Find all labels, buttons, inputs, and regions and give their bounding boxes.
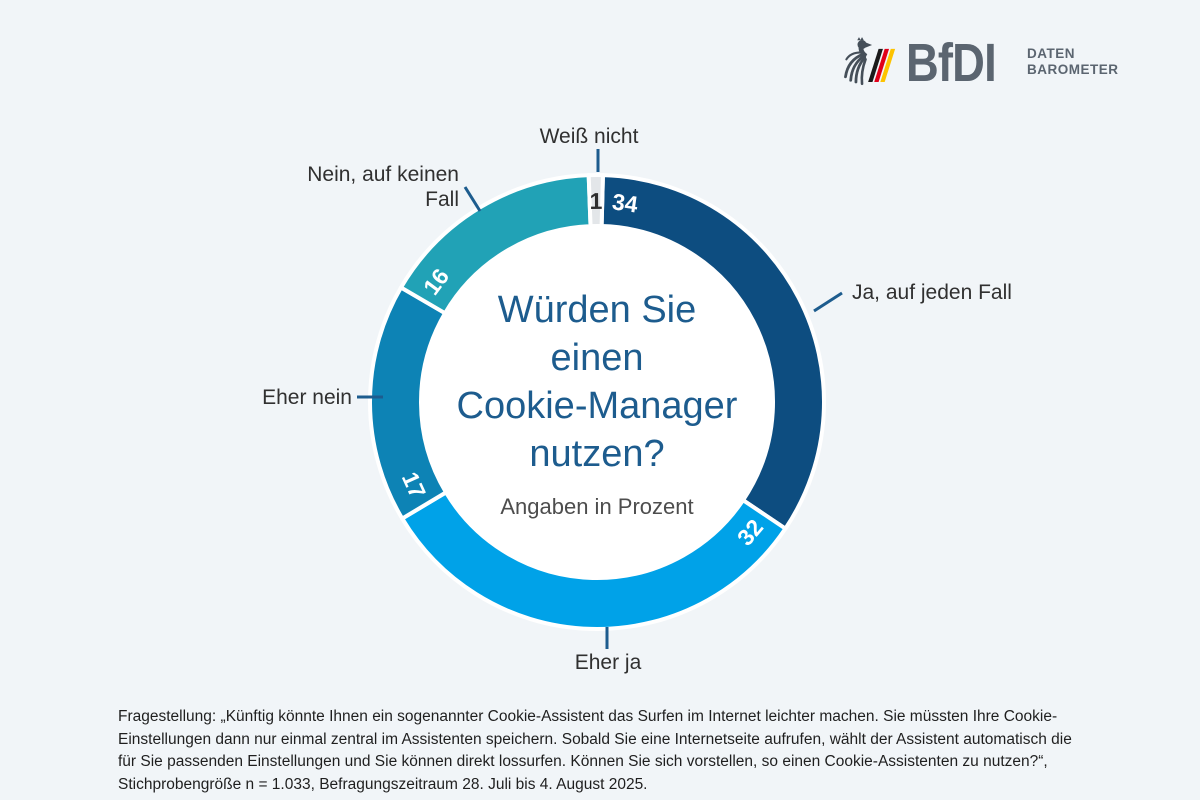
donut-chart: 34 32 17 16 1 — [367, 172, 827, 632]
bfdi-logo: BfDI DATEN BAROMETER — [842, 34, 1118, 90]
segment-value-label: 1 — [589, 188, 602, 214]
flag-stripes — [868, 48, 896, 83]
logo-wordmark-line1: DATEN — [1026, 46, 1075, 61]
callout-label-weiss-nicht: Weiß nicht — [539, 125, 639, 148]
segment-value-label: 34 — [610, 188, 639, 217]
callout-label-nein-auf-keinen-fall: Nein, auf keinen Fall — [307, 163, 459, 211]
federal-eagle-icon — [844, 37, 896, 86]
logo-wordmark-line2: BAROMETER — [1026, 62, 1119, 77]
eagle-head — [857, 37, 873, 58]
logo-wordmark: DATEN BAROMETER — [1027, 46, 1119, 78]
logo-acronym: BfDI — [906, 33, 997, 93]
footnote-text: Fragestellung: „Künftig könnte Ihnen ein… — [118, 708, 1072, 793]
callout-label-eher-ja: Eher ja — [574, 651, 642, 674]
donut-hole — [420, 225, 774, 579]
callout-label-eher-nein: Eher nein — [262, 386, 352, 409]
callout-label-ja-auf-jeden-fall: Ja, auf jeden Fall — [852, 281, 1012, 304]
